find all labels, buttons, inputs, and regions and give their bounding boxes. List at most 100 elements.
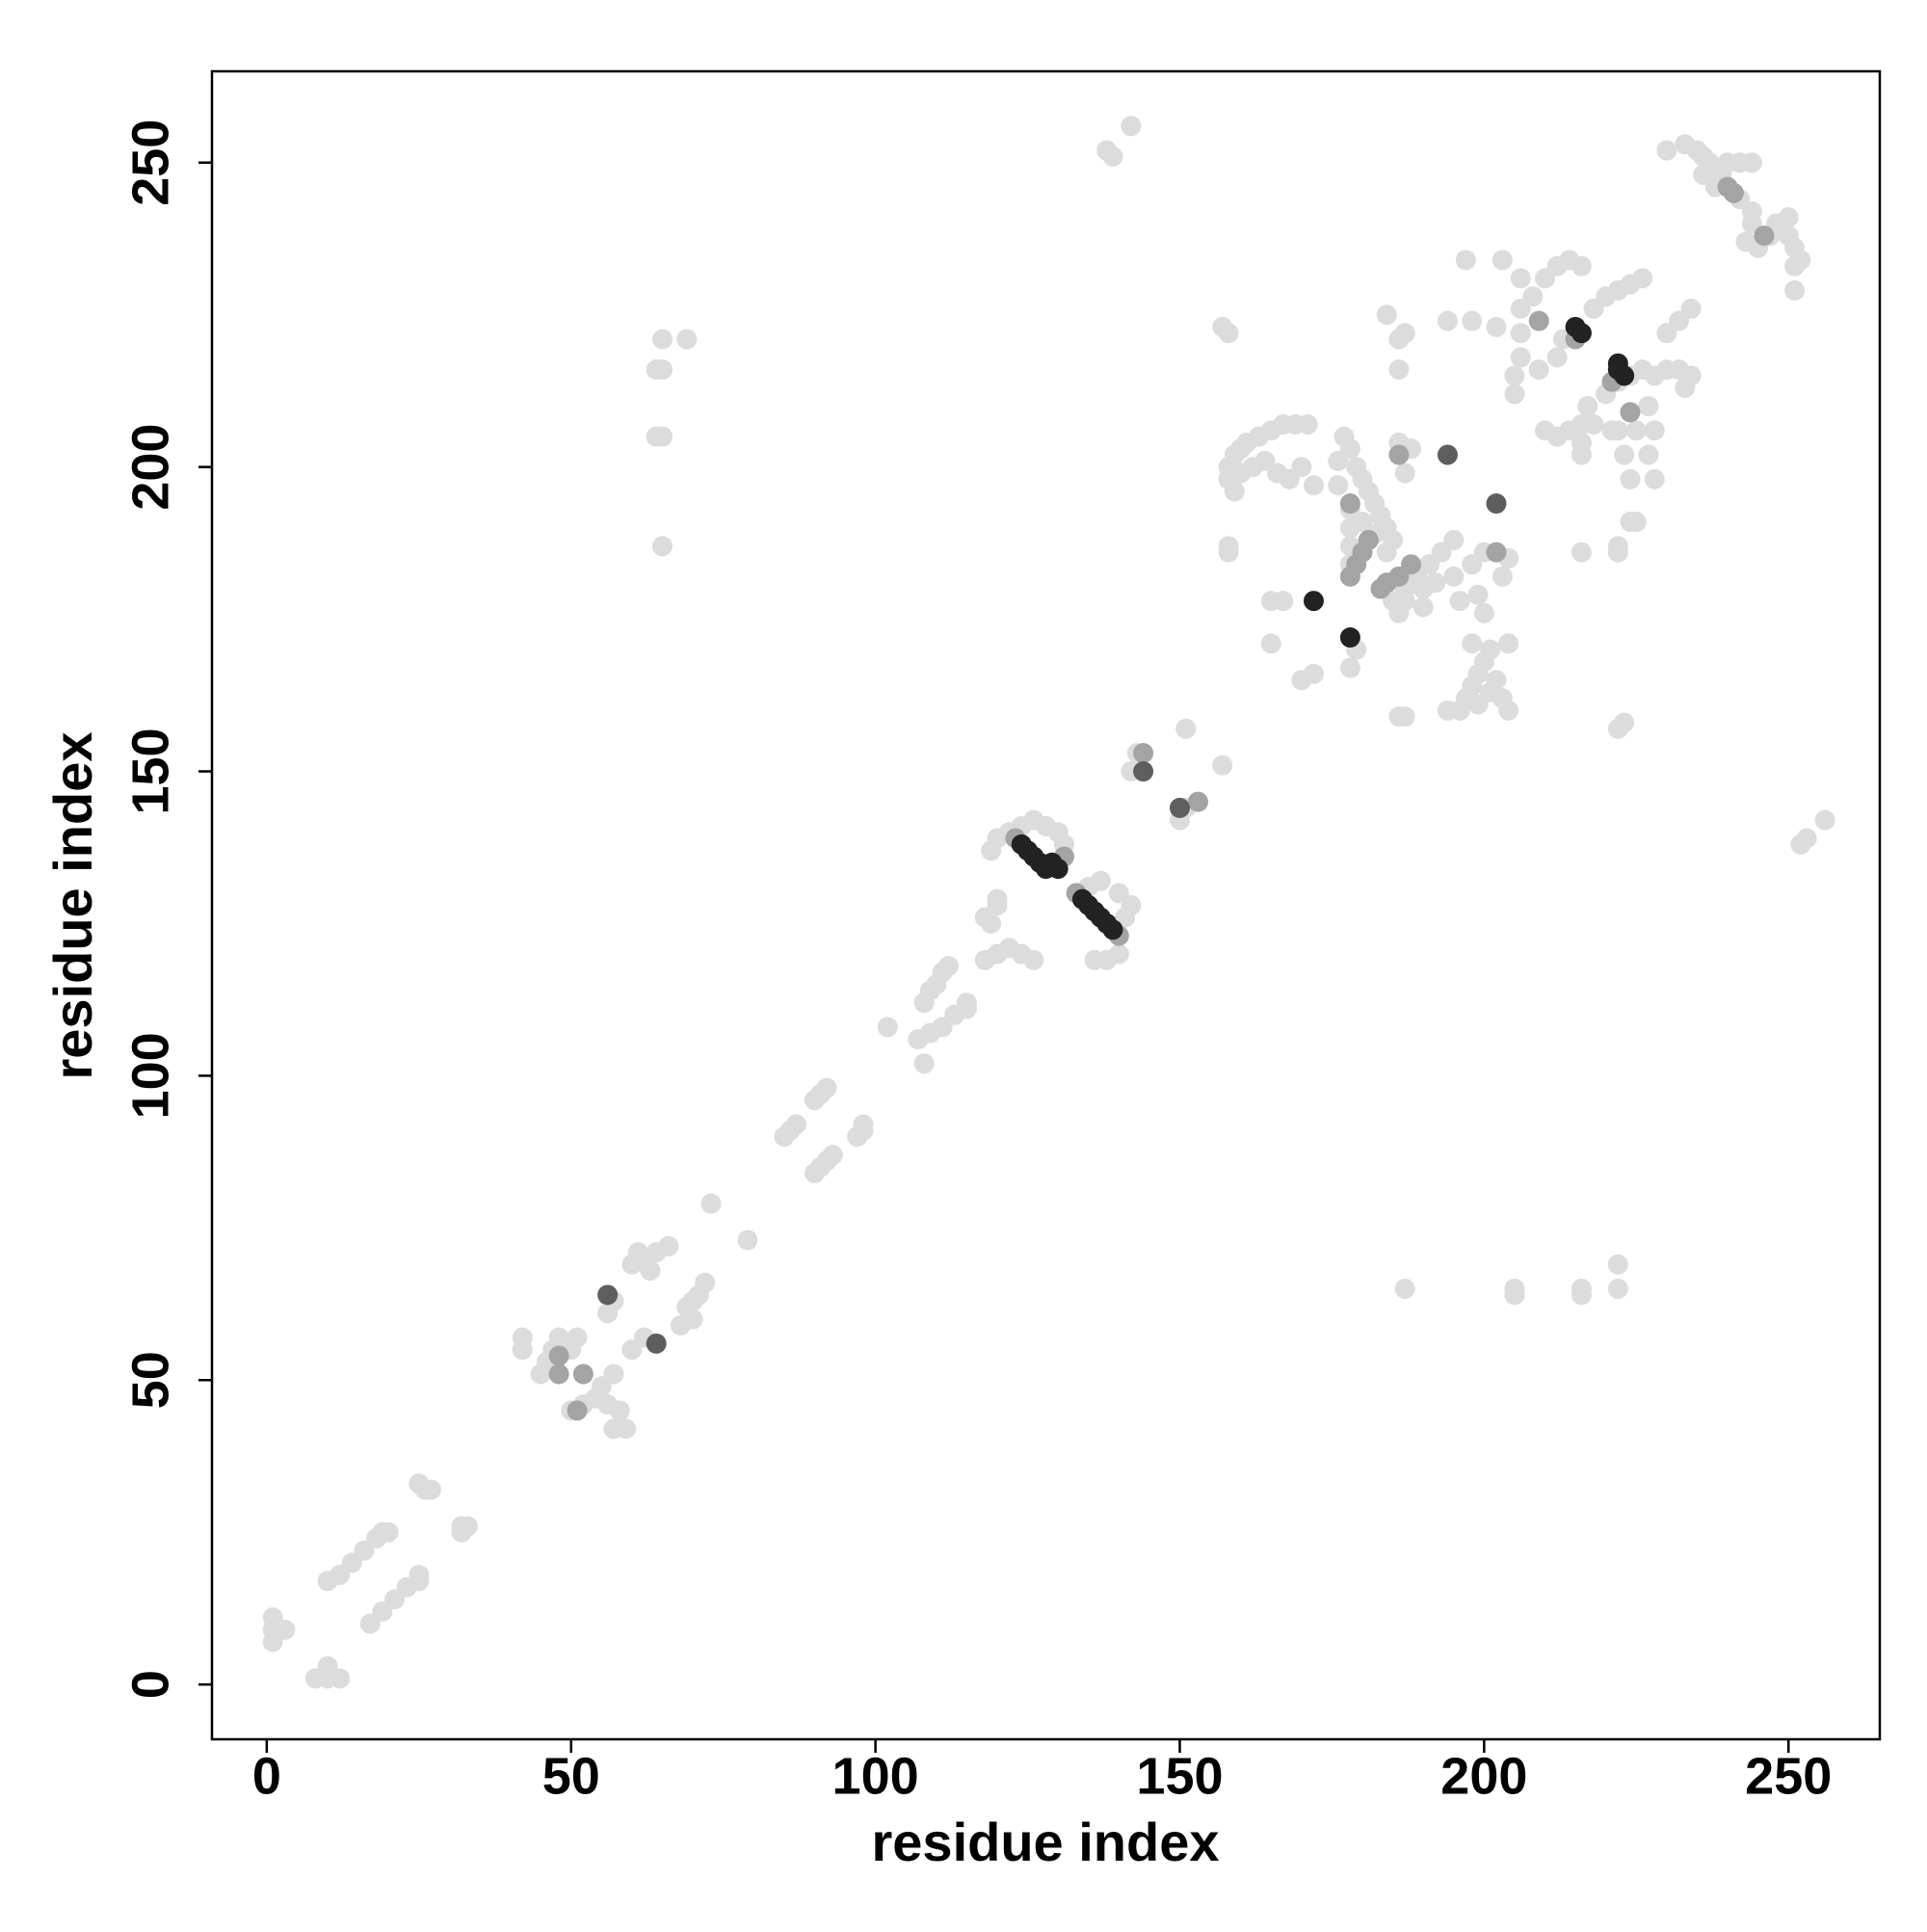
point (317, 1655, 338, 1677)
point (1644, 420, 1665, 441)
point (1133, 761, 1154, 782)
point (651, 426, 673, 447)
point (785, 1114, 806, 1135)
point (1224, 481, 1245, 502)
point (1437, 310, 1458, 331)
point (1486, 316, 1507, 337)
point (609, 1400, 630, 1421)
point (1607, 353, 1628, 374)
point (1614, 444, 1635, 465)
point (1218, 536, 1239, 557)
point (1625, 511, 1647, 532)
point (1571, 444, 1592, 465)
point (1023, 949, 1044, 970)
point (1328, 475, 1349, 496)
point (1133, 743, 1154, 764)
plot-frame (210, 69, 1882, 1741)
point (1784, 255, 1806, 277)
point (1412, 596, 1434, 618)
point (275, 1619, 296, 1640)
point (1504, 365, 1525, 386)
point (658, 1235, 679, 1257)
x-tick-label: 50 (542, 1747, 600, 1805)
point (877, 1017, 898, 1038)
point (1401, 554, 1422, 575)
point (1175, 718, 1197, 739)
point (1656, 140, 1677, 161)
point (1437, 444, 1458, 465)
point (1328, 450, 1349, 471)
point (572, 1363, 594, 1385)
point (1607, 536, 1628, 557)
point (548, 1363, 569, 1385)
point (816, 1077, 837, 1098)
point (1376, 542, 1397, 563)
point (1680, 298, 1702, 319)
point (1339, 657, 1360, 678)
point (1504, 384, 1525, 405)
point (1625, 420, 1647, 441)
point (1388, 359, 1410, 381)
point (1102, 146, 1123, 167)
point (1601, 420, 1623, 441)
point (1443, 566, 1465, 587)
point (1212, 754, 1233, 776)
point (1388, 602, 1410, 623)
point (1486, 542, 1507, 563)
point (1784, 279, 1806, 301)
point (1437, 700, 1458, 721)
point (937, 956, 959, 977)
point (1303, 475, 1324, 496)
point (1486, 493, 1507, 515)
point (1291, 457, 1312, 478)
point (1546, 347, 1568, 368)
point (853, 1114, 874, 1135)
point (597, 1284, 619, 1306)
point (1102, 919, 1123, 940)
point (1607, 1279, 1628, 1300)
point (1491, 250, 1513, 271)
point (651, 329, 673, 350)
point (548, 1345, 569, 1366)
point (981, 913, 1002, 934)
point (1388, 444, 1410, 465)
point (1443, 529, 1465, 550)
point (1528, 359, 1549, 381)
y-tick-label: 150 (121, 728, 179, 814)
y-axis-title: residue index (42, 731, 103, 1079)
point (646, 359, 667, 381)
point (1388, 706, 1410, 728)
point (1638, 444, 1659, 465)
point (1504, 1279, 1525, 1300)
point (1741, 152, 1762, 173)
point (1376, 304, 1397, 326)
point (1339, 627, 1360, 648)
point (1754, 225, 1775, 247)
x-tick-label: 250 (1745, 1747, 1832, 1805)
point (1522, 286, 1544, 307)
point (1571, 542, 1592, 563)
point (1370, 578, 1391, 599)
point (1528, 310, 1549, 331)
point (1583, 413, 1604, 435)
y-tick-label: 0 (121, 1670, 179, 1699)
point (1510, 268, 1531, 289)
point (1047, 859, 1069, 880)
point (1358, 529, 1379, 550)
point (640, 1260, 661, 1282)
point (512, 1327, 533, 1348)
point (1577, 395, 1598, 416)
point (1108, 943, 1129, 965)
x-axis-title: residue index (871, 1812, 1219, 1872)
point (822, 1145, 843, 1166)
point (651, 536, 673, 557)
point (1723, 182, 1744, 203)
point (1614, 712, 1635, 733)
point (409, 1571, 430, 1592)
point (1394, 463, 1415, 484)
point (1108, 883, 1129, 904)
point (913, 1053, 935, 1074)
point (1394, 1279, 1415, 1300)
